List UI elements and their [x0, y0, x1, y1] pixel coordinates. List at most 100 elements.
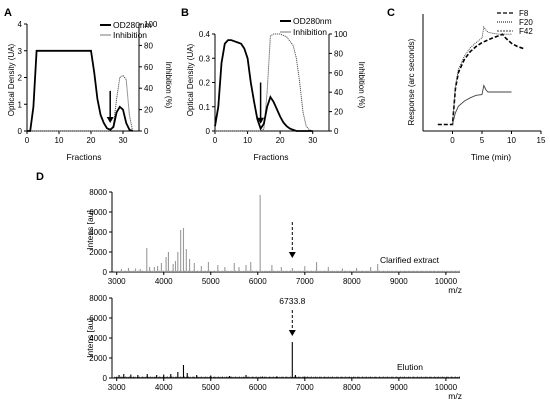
y-tick-label: 0.1	[199, 103, 211, 112]
y-tick-label: 1	[18, 100, 23, 109]
y2-tick-label: 60	[144, 63, 153, 72]
x-tick-label: 8000	[343, 383, 361, 392]
x-tick-label: 6000	[249, 277, 267, 286]
y2-tick-label: 20	[334, 108, 343, 117]
y2-tick-label: 80	[334, 49, 343, 58]
panel-d: D Intens [au] Intens [au] Clarified extr…	[36, 171, 462, 401]
x-tick-label: 10000	[435, 277, 458, 286]
legend-a: OD280nm Inhibition	[100, 20, 152, 40]
x-tick-label: 8000	[343, 277, 361, 286]
x-axis-label-b: Fractions	[254, 152, 289, 162]
x-tick-label: 6000	[249, 383, 267, 392]
panel-b: B OD280nm Inhibition Optical Density (UA…	[181, 7, 366, 162]
x-tick-label: 3000	[108, 383, 126, 392]
legend-b-od: OD280nm	[293, 16, 332, 26]
panel-c: C F8 F20 F42 Response (arc seconds) Time…	[387, 7, 533, 162]
x-tick-label: 30	[119, 136, 128, 145]
y-tick-label: 0.4	[199, 30, 211, 39]
y2-tick-label: 80	[144, 41, 153, 50]
series-inhibition-B	[215, 33, 313, 132]
y-tick-label: 0	[206, 127, 211, 136]
x-tick-label: 30	[308, 136, 317, 145]
arrow-head-B	[257, 117, 265, 124]
x-tick-label: 15	[537, 136, 546, 145]
x-tick-label: 0	[213, 136, 218, 145]
legend-b-inh: Inhibition	[293, 27, 327, 37]
x-tick-label: 7000	[296, 277, 314, 286]
plot-c: 0 5 10 15	[422, 14, 546, 145]
y-tick-label: 0.2	[199, 79, 211, 88]
y-axis-label-b: Optical Density (UA)	[186, 43, 195, 116]
y-tick-label: 4000	[89, 334, 107, 343]
x-tick-label: 5000	[202, 383, 220, 392]
x-tick-label: 9000	[390, 383, 408, 392]
y-tick-label: 2000	[89, 248, 107, 257]
y2-tick-label: 60	[334, 69, 343, 78]
y-tick-label: 0	[103, 374, 108, 383]
x-tick-label: 10000	[435, 383, 458, 392]
annotation-clarified-extract: Clarified extract	[380, 255, 440, 265]
x-tick-label: 0	[450, 136, 455, 145]
y2-tick-label: 0	[144, 127, 149, 136]
x-tick-label: 0	[25, 136, 30, 145]
y-tick-label: 3	[18, 47, 23, 56]
x-tick-label: 10	[243, 136, 252, 145]
y-axis-label-c: Response (arc seconds)	[407, 38, 416, 125]
panel-label-a: A	[4, 7, 12, 19]
y2-tick-label: 40	[144, 84, 153, 93]
y2-tick-label: 0	[334, 127, 339, 136]
series-f8	[437, 33, 524, 126]
x-tick-label: 4000	[155, 383, 173, 392]
baseline-D1	[114, 270, 460, 272]
y2-tick-label: 100	[334, 30, 348, 39]
x-tick-label: 5	[480, 136, 485, 145]
y-tick-label: 8000	[89, 188, 107, 197]
series-od280-A	[27, 49, 133, 132]
y-axis-label-d2: Intens [au]	[85, 318, 95, 358]
series-f42	[452, 84, 512, 125]
y2-tick-label: 40	[334, 88, 343, 97]
series-inhibition-A	[27, 74, 134, 132]
legend-a-od: OD280nm	[113, 20, 152, 30]
y-tick-label: 0.3	[199, 54, 211, 63]
y2-tick-label: 100	[144, 20, 158, 29]
arrow-head-D2	[288, 330, 296, 336]
x-axis-label-a: Fractions	[67, 152, 102, 162]
plot-d1: 0 2000 4000 6000 8000 3000 4000 5000 6000 7000 800…	[89, 188, 460, 286]
plot-b: 0 10 20 30 0 0.1 0.2 0.3 0.4 0 20 40 60 80 100	[199, 30, 348, 145]
legend-c-f20: F20	[519, 18, 533, 27]
y2-tick-label: 20	[144, 106, 153, 115]
arrow-head-D1	[288, 252, 296, 258]
x-tick-label: 20	[276, 136, 285, 145]
x-axis-label-c: Time (min)	[471, 152, 511, 162]
legend-b: OD280nm Inhibition	[280, 16, 332, 37]
x-tick-label: 10	[507, 136, 516, 145]
y-tick-label: 8000	[89, 294, 107, 303]
legend-c-f42: F42	[519, 27, 533, 36]
panel-a: A OD280nm Inhibition Optical Density (UA…	[4, 7, 173, 162]
y-axis-label-d1: Intens [au]	[85, 210, 95, 250]
panel-label-c: C	[387, 7, 395, 19]
x-tick-label: 20	[87, 136, 96, 145]
x-tick-label: 10	[55, 136, 64, 145]
y-tick-label: 4	[18, 20, 23, 29]
x-tick-label: 4000	[155, 277, 173, 286]
legend-c-f8: F8	[519, 9, 529, 18]
peak-label-6733: 6733.8	[279, 296, 305, 306]
y-tick-label: 2	[18, 74, 23, 83]
baseline-D2	[114, 376, 460, 378]
legend-c: F8 F20 F42	[497, 9, 533, 36]
x-axis-label-d1: m/z	[448, 285, 462, 295]
y-tick-label: 0	[103, 268, 108, 277]
x-axis-label-d2: m/z	[448, 391, 462, 401]
annotation-elution: Elution	[397, 362, 423, 372]
y-tick-label: 0	[18, 127, 23, 136]
x-tick-label: 9000	[390, 277, 408, 286]
x-tick-label: 3000	[108, 277, 126, 286]
y-tick-label: 6000	[89, 208, 107, 217]
y2-axis-label-b: Inhibition (%)	[357, 62, 366, 109]
arrow-head-A	[106, 116, 114, 123]
x-tick-label: 7000	[296, 383, 314, 392]
